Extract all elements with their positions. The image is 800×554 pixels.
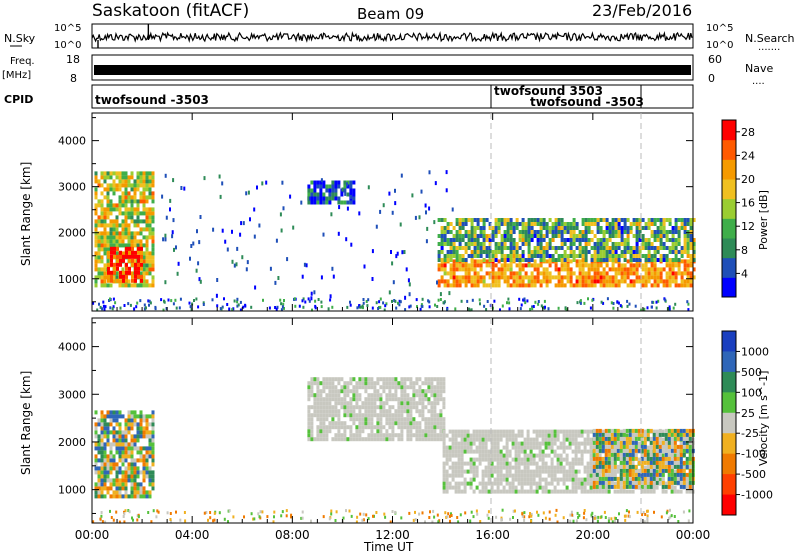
x-tick-label: 16:00 <box>475 528 510 542</box>
nave-tick-bottom: 0 <box>708 72 715 85</box>
nsky-trace <box>91 24 693 48</box>
velocity-colorbar-tick-label: 25 <box>741 407 755 420</box>
x-tick-label: 00:00 <box>75 528 110 542</box>
power-colorbar-swatch <box>722 238 736 259</box>
x-tick-label: 00:00 <box>676 528 711 542</box>
velocity-colorbar-swatch <box>722 433 736 455</box>
nave-label: Nave <box>745 62 773 75</box>
velocity-colorbar-tick-label: 500 <box>741 366 762 379</box>
nsky-panel <box>91 23 694 49</box>
velocity-colorbar-tick-label: -25 <box>741 427 759 440</box>
freq-label: Freq. <box>10 56 35 67</box>
power-y-tick-label: 4000 <box>58 135 86 148</box>
freq-trace <box>94 65 691 75</box>
x-tick-label: 20:00 <box>576 528 611 542</box>
date-title: 23/Feb/2016 <box>592 1 692 20</box>
power-colorbar: 4 8 12 16 20 24 28 <box>721 119 755 298</box>
nave-tick-top: 60 <box>708 53 722 66</box>
power-colorbar-tick-label: 28 <box>741 126 755 139</box>
x-axis-label: Time UT <box>363 540 414 554</box>
velocity-colorbar-label: Velocity [m s^-1] <box>757 371 770 466</box>
velocity-colorbar: 1000 500 100 25 -25 -100 -500 -1000 <box>721 330 773 516</box>
power-colorbar-tick-label: 8 <box>741 244 748 257</box>
velocity-colorbar-tick-label: 100 <box>741 386 762 399</box>
x-tick-label: 12:00 <box>375 528 410 542</box>
velocity-heatmap <box>92 377 695 524</box>
velocity-colorbar-swatch <box>722 474 736 496</box>
nsearch-dots: ....... <box>758 42 780 53</box>
x-tick-label: 04:00 <box>175 528 210 542</box>
power-colorbar-swatch <box>722 198 736 219</box>
velocity-colorbar-tick-label: 1000 <box>741 345 769 358</box>
velocity-colorbar-tick-label: -100 <box>741 448 766 461</box>
power-colorbar-swatch <box>722 277 736 298</box>
power-colorbar-tick-label: 20 <box>741 173 755 186</box>
nsky-tick-top: 10^5 <box>54 23 81 34</box>
velocity-colorbar-swatch <box>722 331 736 352</box>
velocity-colorbar-tick-label: -1000 <box>741 489 773 502</box>
power-y-axis: 1000 2000 3000 4000 <box>58 117 693 303</box>
station-title: Saskatoon (fitACF) <box>92 1 249 21</box>
power-colorbar-swatch <box>722 139 736 160</box>
power-colorbar-tick-label: 16 <box>741 197 755 210</box>
freq-unit: [MHz] <box>2 70 31 81</box>
cpid-panel <box>91 84 694 109</box>
velocity-y-tick-label: 2000 <box>58 436 86 449</box>
nsky-tick-bottom: 10^0 <box>54 40 81 51</box>
power-y-tick-label: 3000 <box>58 181 86 194</box>
power-colorbar-label: Power [dB] <box>757 190 770 250</box>
power-heatmap <box>92 170 696 312</box>
velocity-colorbar-swatch <box>722 412 736 434</box>
power-colorbar-swatch <box>722 218 736 239</box>
velocity-ylabel: Slant Range [km] <box>19 371 33 475</box>
power-colorbar-tick-label: 24 <box>741 149 755 162</box>
velocity-colorbar-swatch <box>722 371 736 393</box>
freq-tick-bottom: 8 <box>70 72 77 85</box>
nsearch-label: N.Search <box>745 32 795 45</box>
velocity-y-tick-label: 4000 <box>58 341 86 354</box>
nsearch-tick-top: 10^5 <box>706 23 733 34</box>
x-axis: 00:00 04:00 08:00 12:00 16:00 20:00 00:00 <box>75 113 711 542</box>
freq-tick-top: 18 <box>66 53 80 66</box>
power-y-tick-label: 2000 <box>58 227 86 240</box>
power-colorbar-swatch <box>722 179 736 200</box>
power-colorbar-swatch <box>722 159 736 180</box>
power-colorbar-swatch <box>722 120 736 141</box>
cpid-mode-2: twofsound 3503 <box>494 84 603 98</box>
power-colorbar-swatch <box>722 257 736 278</box>
velocity-colorbar-swatch <box>722 494 736 516</box>
velocity-colorbar-swatch <box>722 392 736 414</box>
x-tick-label: 08:00 <box>275 528 310 542</box>
cpid-mode-3: twofsound -3503 <box>530 95 644 109</box>
freq-panel <box>91 54 694 81</box>
cpid-label: CPID <box>4 93 33 106</box>
cpid-mode-1: twofsound -3503 <box>95 93 209 107</box>
nsearch-tick-bottom: 10^0 <box>706 40 733 51</box>
nsky-label: N.Sky <box>4 32 36 45</box>
velocity-y-tick-label: 3000 <box>58 388 86 401</box>
velocity-y-axis: 1000 2000 3000 4000 <box>58 322 693 514</box>
velocity-y-tick-label: 1000 <box>58 484 86 497</box>
nave-dots: .... <box>752 76 765 87</box>
beam-title: Beam 09 <box>357 5 424 23</box>
velocity-colorbar-swatch <box>722 351 736 373</box>
power-colorbar-tick-label: 12 <box>741 220 755 233</box>
power-y-tick-label: 1000 <box>58 273 86 286</box>
power-ylabel: Slant Range [km] <box>19 162 33 266</box>
velocity-colorbar-swatch <box>722 453 736 475</box>
power-colorbar-tick-label: 4 <box>741 267 748 280</box>
velocity-colorbar-tick-label: -500 <box>741 468 766 481</box>
